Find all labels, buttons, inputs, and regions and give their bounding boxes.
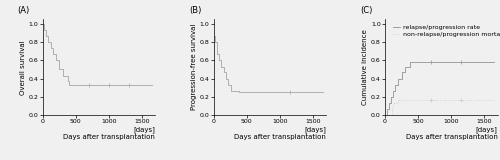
Legend: relapse/progression rate, non-relapse/progression mortality: relapse/progression rate, non-relapse/pr… bbox=[390, 22, 500, 39]
Y-axis label: Overall survival: Overall survival bbox=[20, 40, 26, 95]
X-axis label: [days]
Days after transplantation: [days] Days after transplantation bbox=[63, 126, 155, 140]
X-axis label: [days]
Days after transplantation: [days] Days after transplantation bbox=[406, 126, 498, 140]
X-axis label: [days]
Days after transplantation: [days] Days after transplantation bbox=[234, 126, 326, 140]
Y-axis label: Cumulative incidence: Cumulative incidence bbox=[362, 29, 368, 105]
Text: (B): (B) bbox=[189, 6, 202, 15]
Text: (A): (A) bbox=[18, 6, 30, 15]
Y-axis label: Progression-free survival: Progression-free survival bbox=[191, 24, 197, 110]
Text: (C): (C) bbox=[360, 6, 372, 15]
